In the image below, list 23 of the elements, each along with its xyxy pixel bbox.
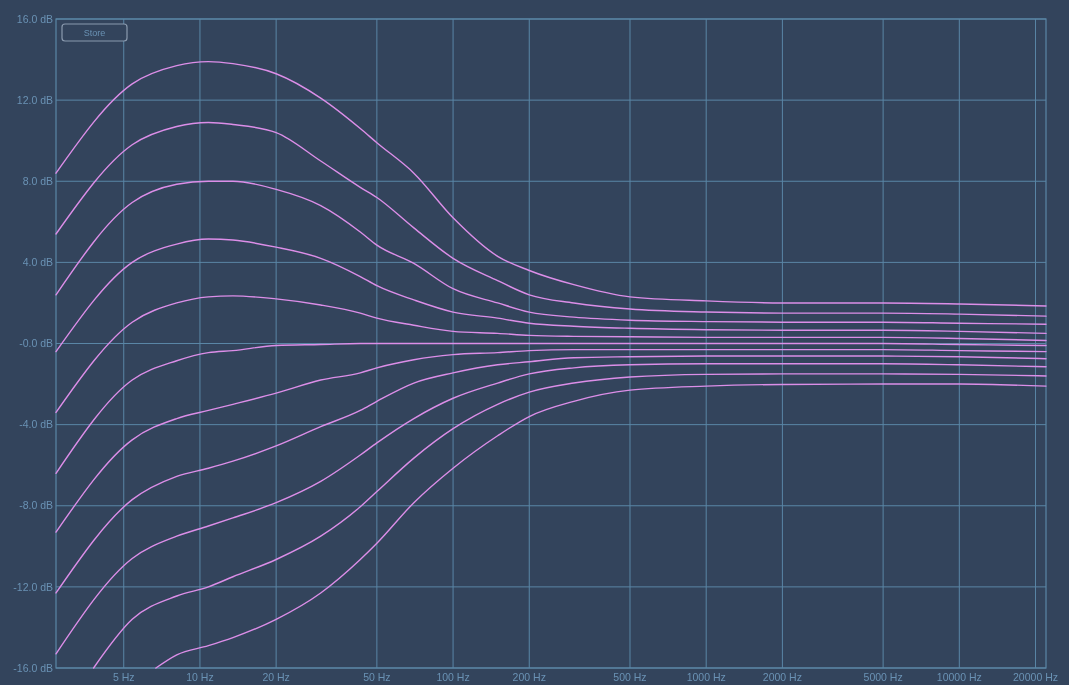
y-tick-label: -12.0 dB	[13, 580, 53, 593]
y-tick-label: -4.0 dB	[19, 418, 53, 431]
x-tick-label: 20000 Hz	[1013, 671, 1058, 683]
y-tick-label: 12.0 dB	[16, 93, 53, 106]
y-tick-label: 4.0 dB	[22, 256, 53, 269]
x-tick-label: 200 Hz	[512, 671, 546, 683]
x-tick-label: 5000 Hz	[863, 671, 903, 683]
y-tick-label: 8.0 dB	[22, 174, 53, 187]
x-tick-label: 5 Hz	[112, 671, 135, 683]
x-tick-label: 100 Hz	[436, 671, 470, 683]
x-tick-label: 1000 Hz	[686, 671, 726, 683]
y-tick-label: -0.0 dB	[19, 337, 53, 350]
x-tick-label: 10000 Hz	[936, 671, 982, 683]
annotation: Store	[83, 27, 106, 38]
x-tick-label: 500 Hz	[613, 671, 647, 683]
x-tick-label: 2000 Hz	[762, 671, 802, 683]
x-tick-label: 10 Hz	[186, 671, 214, 683]
x-tick-label: 50 Hz	[363, 671, 391, 683]
y-tick-label: -8.0 dB	[19, 499, 53, 512]
store-button: Store	[61, 23, 128, 42]
y-tick-label: -16.0 dB	[13, 661, 53, 674]
x-tick-label: 20 Hz	[262, 671, 290, 683]
y-tick-label: 16.0 dB	[16, 12, 53, 25]
